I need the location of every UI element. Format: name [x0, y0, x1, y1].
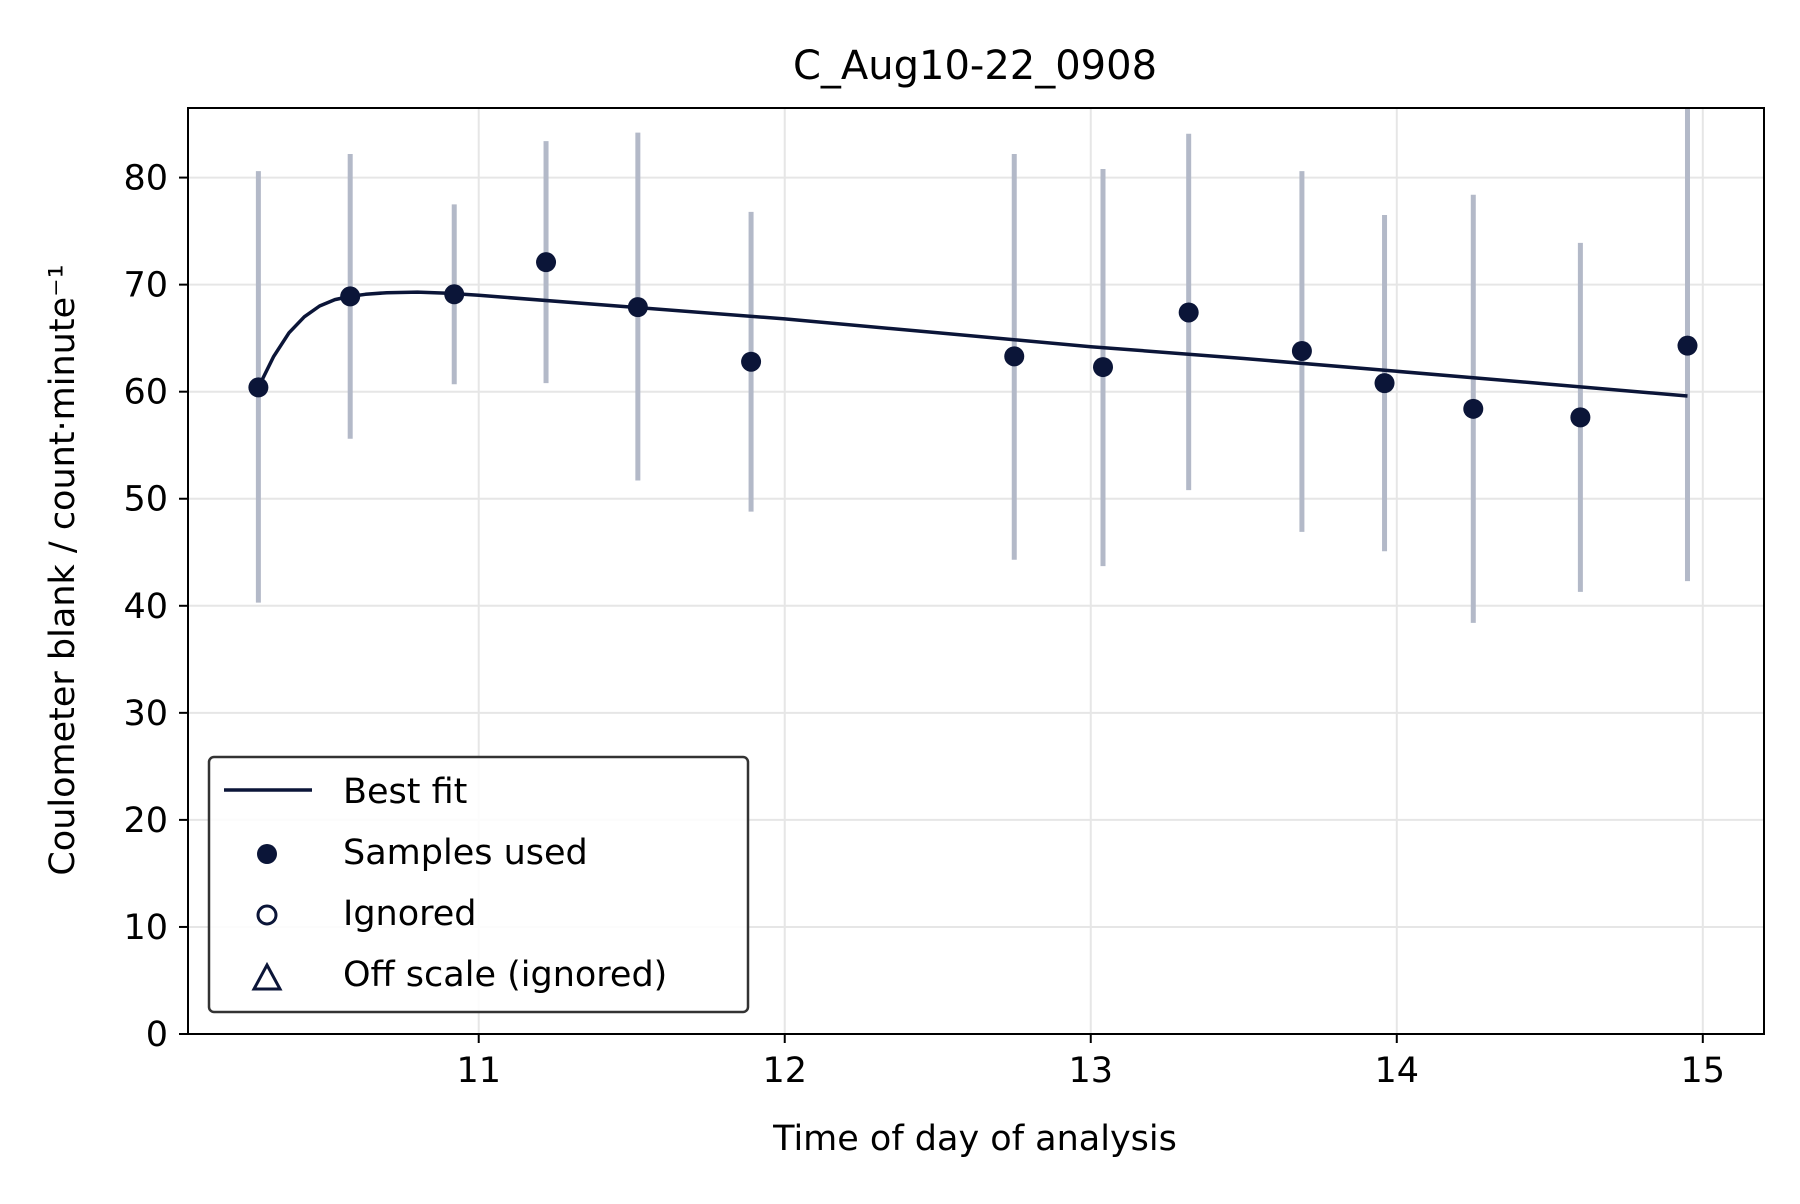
sample-point — [1092, 357, 1113, 378]
tick-layer: 11 12 13 14 15 0 10 20 30 40 50 60 70 80 — [123, 159, 1725, 1091]
chart-title: C_Aug10-22_0908 — [793, 43, 1157, 89]
y-tick-label: 0 — [146, 1015, 168, 1055]
y-tick-label: 60 — [123, 373, 168, 413]
sample-point — [536, 252, 557, 273]
x-tick-label: 13 — [1068, 1051, 1113, 1091]
points-layer — [248, 252, 1698, 428]
plot-frame — [187, 107, 1765, 1035]
sample-point — [741, 351, 762, 372]
sample-point — [340, 286, 361, 307]
y-tick-label: 10 — [123, 908, 168, 948]
sample-point — [1004, 346, 1025, 367]
legend-label-off-scale: Off scale (ignored) — [343, 955, 667, 995]
fit-layer — [256, 290, 1688, 398]
legend: Best fit Samples used Ignored Off scale … — [207, 755, 750, 1014]
best-fit-line — [256, 290, 1688, 398]
legend-box — [207, 755, 750, 1014]
legend-label-ignored: Ignored — [343, 894, 477, 934]
y-tick-label: 50 — [123, 480, 168, 520]
sample-point — [1570, 407, 1591, 428]
x-tick-label: 14 — [1375, 1051, 1420, 1091]
legend-filled-circle-icon — [257, 844, 277, 864]
y-axis-label: Coulometer blank / count·minute⁻¹ — [43, 264, 83, 875]
y-tick-label: 70 — [123, 266, 168, 306]
y-tick-label: 30 — [123, 694, 168, 734]
sample-point — [1463, 398, 1484, 419]
sample-point — [248, 377, 269, 398]
legend-label-samples-used: Samples used — [343, 833, 588, 873]
x-tick-label: 11 — [456, 1051, 501, 1091]
legend-triangle-icon — [251, 961, 283, 991]
legend-label-best-fit: Best fit — [343, 772, 467, 812]
sample-point — [1374, 373, 1395, 394]
y-tick-label: 80 — [123, 159, 168, 199]
y-tick-label: 20 — [123, 801, 168, 841]
x-tick-label: 15 — [1681, 1051, 1726, 1091]
sample-point — [627, 297, 648, 318]
sample-point — [444, 284, 465, 305]
sample-point — [1291, 341, 1312, 362]
y-tick-label: 40 — [123, 587, 168, 627]
x-axis-label: Time of day of analysis — [772, 1119, 1177, 1159]
sample-point — [1178, 302, 1199, 323]
legend-hollow-circle-icon — [256, 904, 278, 926]
x-tick-label: 12 — [762, 1051, 807, 1091]
sample-point — [1677, 335, 1698, 356]
